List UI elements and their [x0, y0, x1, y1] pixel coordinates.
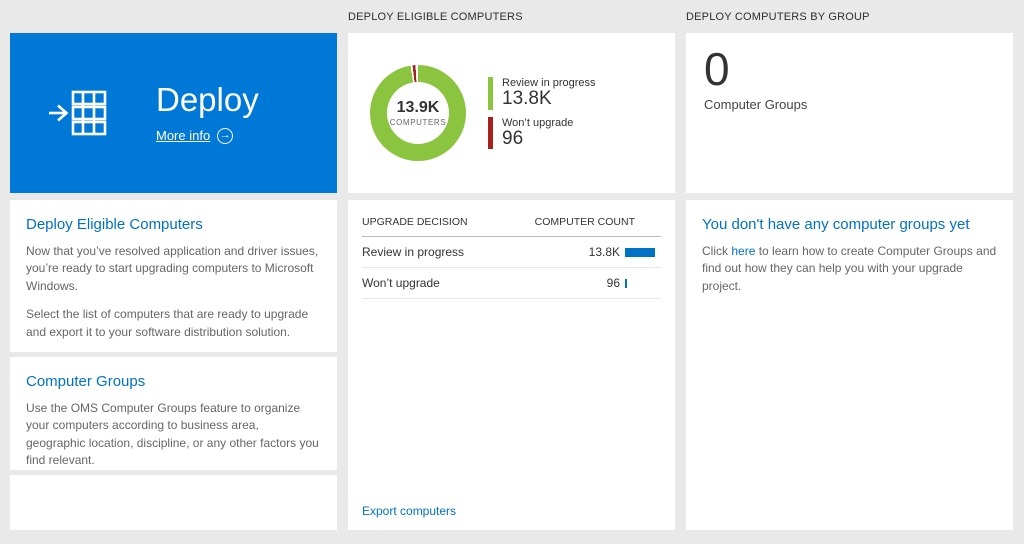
legend-swatch-green: [488, 76, 493, 110]
row-label-review: Review in progress: [362, 245, 465, 259]
row-bar-review: [625, 247, 655, 257]
row-bar-wont-upgrade: [625, 278, 627, 288]
computer-groups-info-card: Computer Groups Use the OMS Computer Gro…: [10, 357, 337, 470]
column-deploy: Deploy More info → Deploy Eligible Compu…: [10, 0, 337, 530]
empty-card: [10, 475, 337, 530]
upgrade-decision-table-card: UPGRADE DECISION COMPUTER COUNT Review i…: [348, 200, 675, 530]
deploy-tile[interactable]: Deploy More info →: [10, 33, 337, 193]
row-bar-wrap: [625, 247, 661, 257]
donut-total-value: 13.9K: [396, 99, 440, 116]
legend-item-wont-upgrade: Won’t upgrade 96: [488, 116, 596, 150]
computers-by-group-header: DEPLOY COMPUTERS BY GROUP: [686, 10, 870, 23]
legend-wont-upgrade-value: 96: [502, 127, 524, 149]
column-computers-by-group: DEPLOY COMPUTERS BY GROUP 0 Computer Gro…: [686, 0, 1013, 530]
donut-chart: 13.9K COMPUTERS: [370, 65, 466, 161]
table-header-computer-count: COMPUTER COUNT: [534, 216, 635, 228]
more-info: More info →: [156, 127, 259, 144]
computer-groups-count-tile[interactable]: 0 Computer Groups: [686, 33, 1013, 193]
legend-wont-upgrade-label: Won’t upgrade: [502, 116, 574, 129]
donut-center: 13.9K COMPUTERS: [387, 82, 449, 144]
deploy-eligible-paragraph-1: Now that you’ve resolved application and…: [26, 244, 319, 293]
deploy-tile-text: Deploy More info →: [156, 81, 259, 144]
more-info-link[interactable]: More info: [156, 128, 211, 144]
row-value-review: 13.8K: [588, 245, 620, 259]
table-header-upgrade-decision: UPGRADE DECISION: [362, 216, 468, 228]
computer-groups-heading: Computer Groups: [26, 373, 146, 390]
deploy-eligible-paragraph-2: Select the list of computers that are re…: [26, 307, 309, 339]
chart-legend: Review in progress 13.8K Won’t upgrade 9…: [488, 76, 596, 150]
legend-review-label: Review in progress: [502, 76, 596, 89]
computer-groups-count: 0: [704, 43, 730, 95]
legend-wont-upgrade-text: Won’t upgrade 96: [502, 117, 573, 150]
deploy-title: Deploy: [156, 81, 259, 119]
deploy-eligible-heading: Deploy Eligible Computers: [26, 216, 203, 233]
dashboard: Deploy More info → Deploy Eligible Compu…: [10, 0, 1013, 530]
computer-groups-count-label: Computer Groups: [704, 96, 808, 112]
table-row[interactable]: Review in progress 13.8K: [362, 237, 661, 268]
eligible-computers-chart-tile[interactable]: 13.9K COMPUTERS Review in progress 13.8K…: [348, 33, 675, 193]
export-computers-link[interactable]: Export computers: [362, 504, 457, 518]
row-value-wont-upgrade: 96: [606, 276, 620, 290]
no-computer-groups-card: You don't have any computer groups yet C…: [686, 200, 1013, 530]
donut-total-label: COMPUTERS: [389, 118, 447, 127]
legend-item-review: Review in progress 13.8K: [488, 76, 596, 110]
legend-review-value: 13.8K: [502, 87, 552, 109]
legend-review-text: Review in progress 13.8K: [502, 77, 596, 110]
no-groups-text-after: to learn how to create Computer Groups a…: [702, 244, 997, 293]
deploy-icon: [48, 87, 110, 139]
no-groups-text-before: Click: [702, 244, 732, 258]
no-groups-heading: You don't have any computer groups yet: [702, 216, 970, 233]
here-link[interactable]: here: [731, 244, 756, 258]
computer-groups-paragraph: Use the OMS Computer Groups feature to o…: [26, 401, 319, 468]
column-header-blank: [10, 0, 337, 33]
row-bar-wrap: [625, 278, 661, 288]
no-groups-paragraph: Click here to learn how to create Comput…: [702, 243, 997, 295]
deploy-eligible-info-card: Deploy Eligible Computers Now that you’v…: [10, 200, 337, 352]
eligible-computers-header: DEPLOY ELIGIBLE COMPUTERS: [348, 10, 523, 23]
row-label-wont-upgrade: Won’t upgrade: [362, 276, 440, 290]
legend-swatch-red: [488, 116, 493, 150]
table-row[interactable]: Won’t upgrade 96: [362, 268, 661, 299]
arrow-right-circle-icon[interactable]: →: [217, 127, 234, 144]
table-header-row: UPGRADE DECISION COMPUTER COUNT: [362, 206, 661, 237]
column-eligible-computers: DEPLOY ELIGIBLE COMPUTERS 13.9K COMPUTER…: [348, 0, 675, 530]
